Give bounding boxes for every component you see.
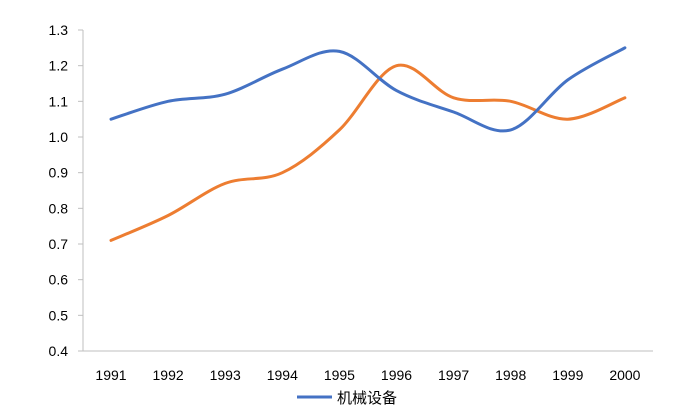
x-tick-label: 1997: [438, 367, 469, 383]
y-tick-label: 0.4: [49, 343, 69, 359]
x-axis-ticks: 1991 1992 1993 1994 1995 1996 1997 1998 1999 2000: [95, 367, 640, 383]
y-tick-label: 0.5: [49, 307, 69, 323]
y-tick-label: 0.7: [49, 236, 69, 252]
y-tick-label: 1.2: [49, 58, 69, 74]
axes: [82, 30, 653, 352]
y-tick-label: 0.6: [49, 272, 69, 288]
x-tick-label: 1993: [210, 367, 241, 383]
y-tick-label: 1.0: [49, 129, 69, 145]
x-tick-label: 1999: [552, 367, 583, 383]
x-tick-label: 1991: [95, 367, 126, 383]
y-tick-label: 0.9: [49, 165, 69, 181]
legend: 机械设备: [297, 389, 397, 407]
x-tick-label: 1992: [153, 367, 184, 383]
series-lines: [109, 46, 627, 242]
x-tick-label: 1998: [495, 367, 526, 383]
x-tick-label: 1996: [381, 367, 412, 383]
x-tick-label: 1995: [324, 367, 355, 383]
y-tick-label: 1.3: [49, 22, 69, 38]
series-line-0: [109, 46, 627, 133]
y-tick-label: 0.8: [49, 200, 69, 216]
x-tick-label: 1994: [267, 367, 298, 383]
legend-label: 机械设备: [337, 389, 397, 407]
y-axis-ticks: 0.4 0.5 0.6 0.7 0.8 0.9 1.0 1.1 1.2 1.3: [49, 22, 83, 359]
x-tick-label: 2000: [609, 367, 640, 383]
series-line-1: [109, 63, 627, 242]
y-tick-label: 1.1: [49, 93, 69, 109]
